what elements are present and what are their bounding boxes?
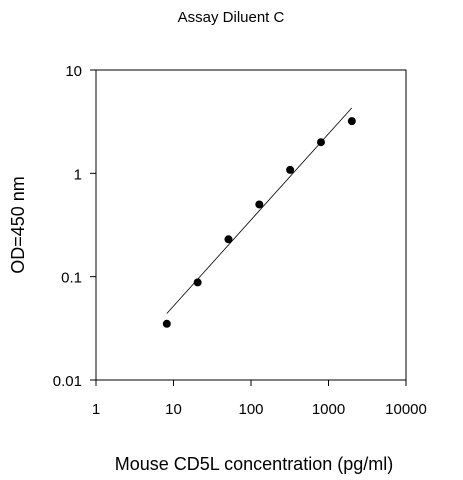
x-tick-label: 1 bbox=[92, 401, 100, 418]
data-point bbox=[316, 138, 325, 147]
x-axis-label: Mouse CD5L concentration (pg/ml) bbox=[115, 454, 393, 474]
y-tick-label: 0.1 bbox=[61, 270, 82, 287]
data-point bbox=[162, 319, 171, 328]
data-point bbox=[224, 235, 233, 244]
data-point bbox=[347, 117, 356, 126]
data-points bbox=[162, 117, 356, 328]
data-point bbox=[255, 200, 264, 209]
y-axis-label: OD=450 nm bbox=[8, 176, 28, 274]
x-tick-label: 10000 bbox=[385, 401, 427, 418]
x-axis: 1 10 100 1000 10000 bbox=[92, 380, 427, 418]
y-axis: 0.01 0.1 1 10 bbox=[53, 63, 96, 390]
y-tick-label: 0.01 bbox=[53, 373, 82, 390]
chart-title: Assay Diluent C bbox=[178, 9, 285, 26]
data-point bbox=[286, 165, 295, 174]
y-tick-label: 10 bbox=[65, 63, 82, 80]
x-tick-label: 100 bbox=[238, 401, 263, 418]
y-tick-label: 1 bbox=[74, 166, 82, 183]
plot-frame bbox=[95, 69, 407, 381]
x-tick-label: 1000 bbox=[312, 401, 345, 418]
data-point bbox=[193, 278, 202, 287]
x-tick-label: 10 bbox=[165, 401, 182, 418]
